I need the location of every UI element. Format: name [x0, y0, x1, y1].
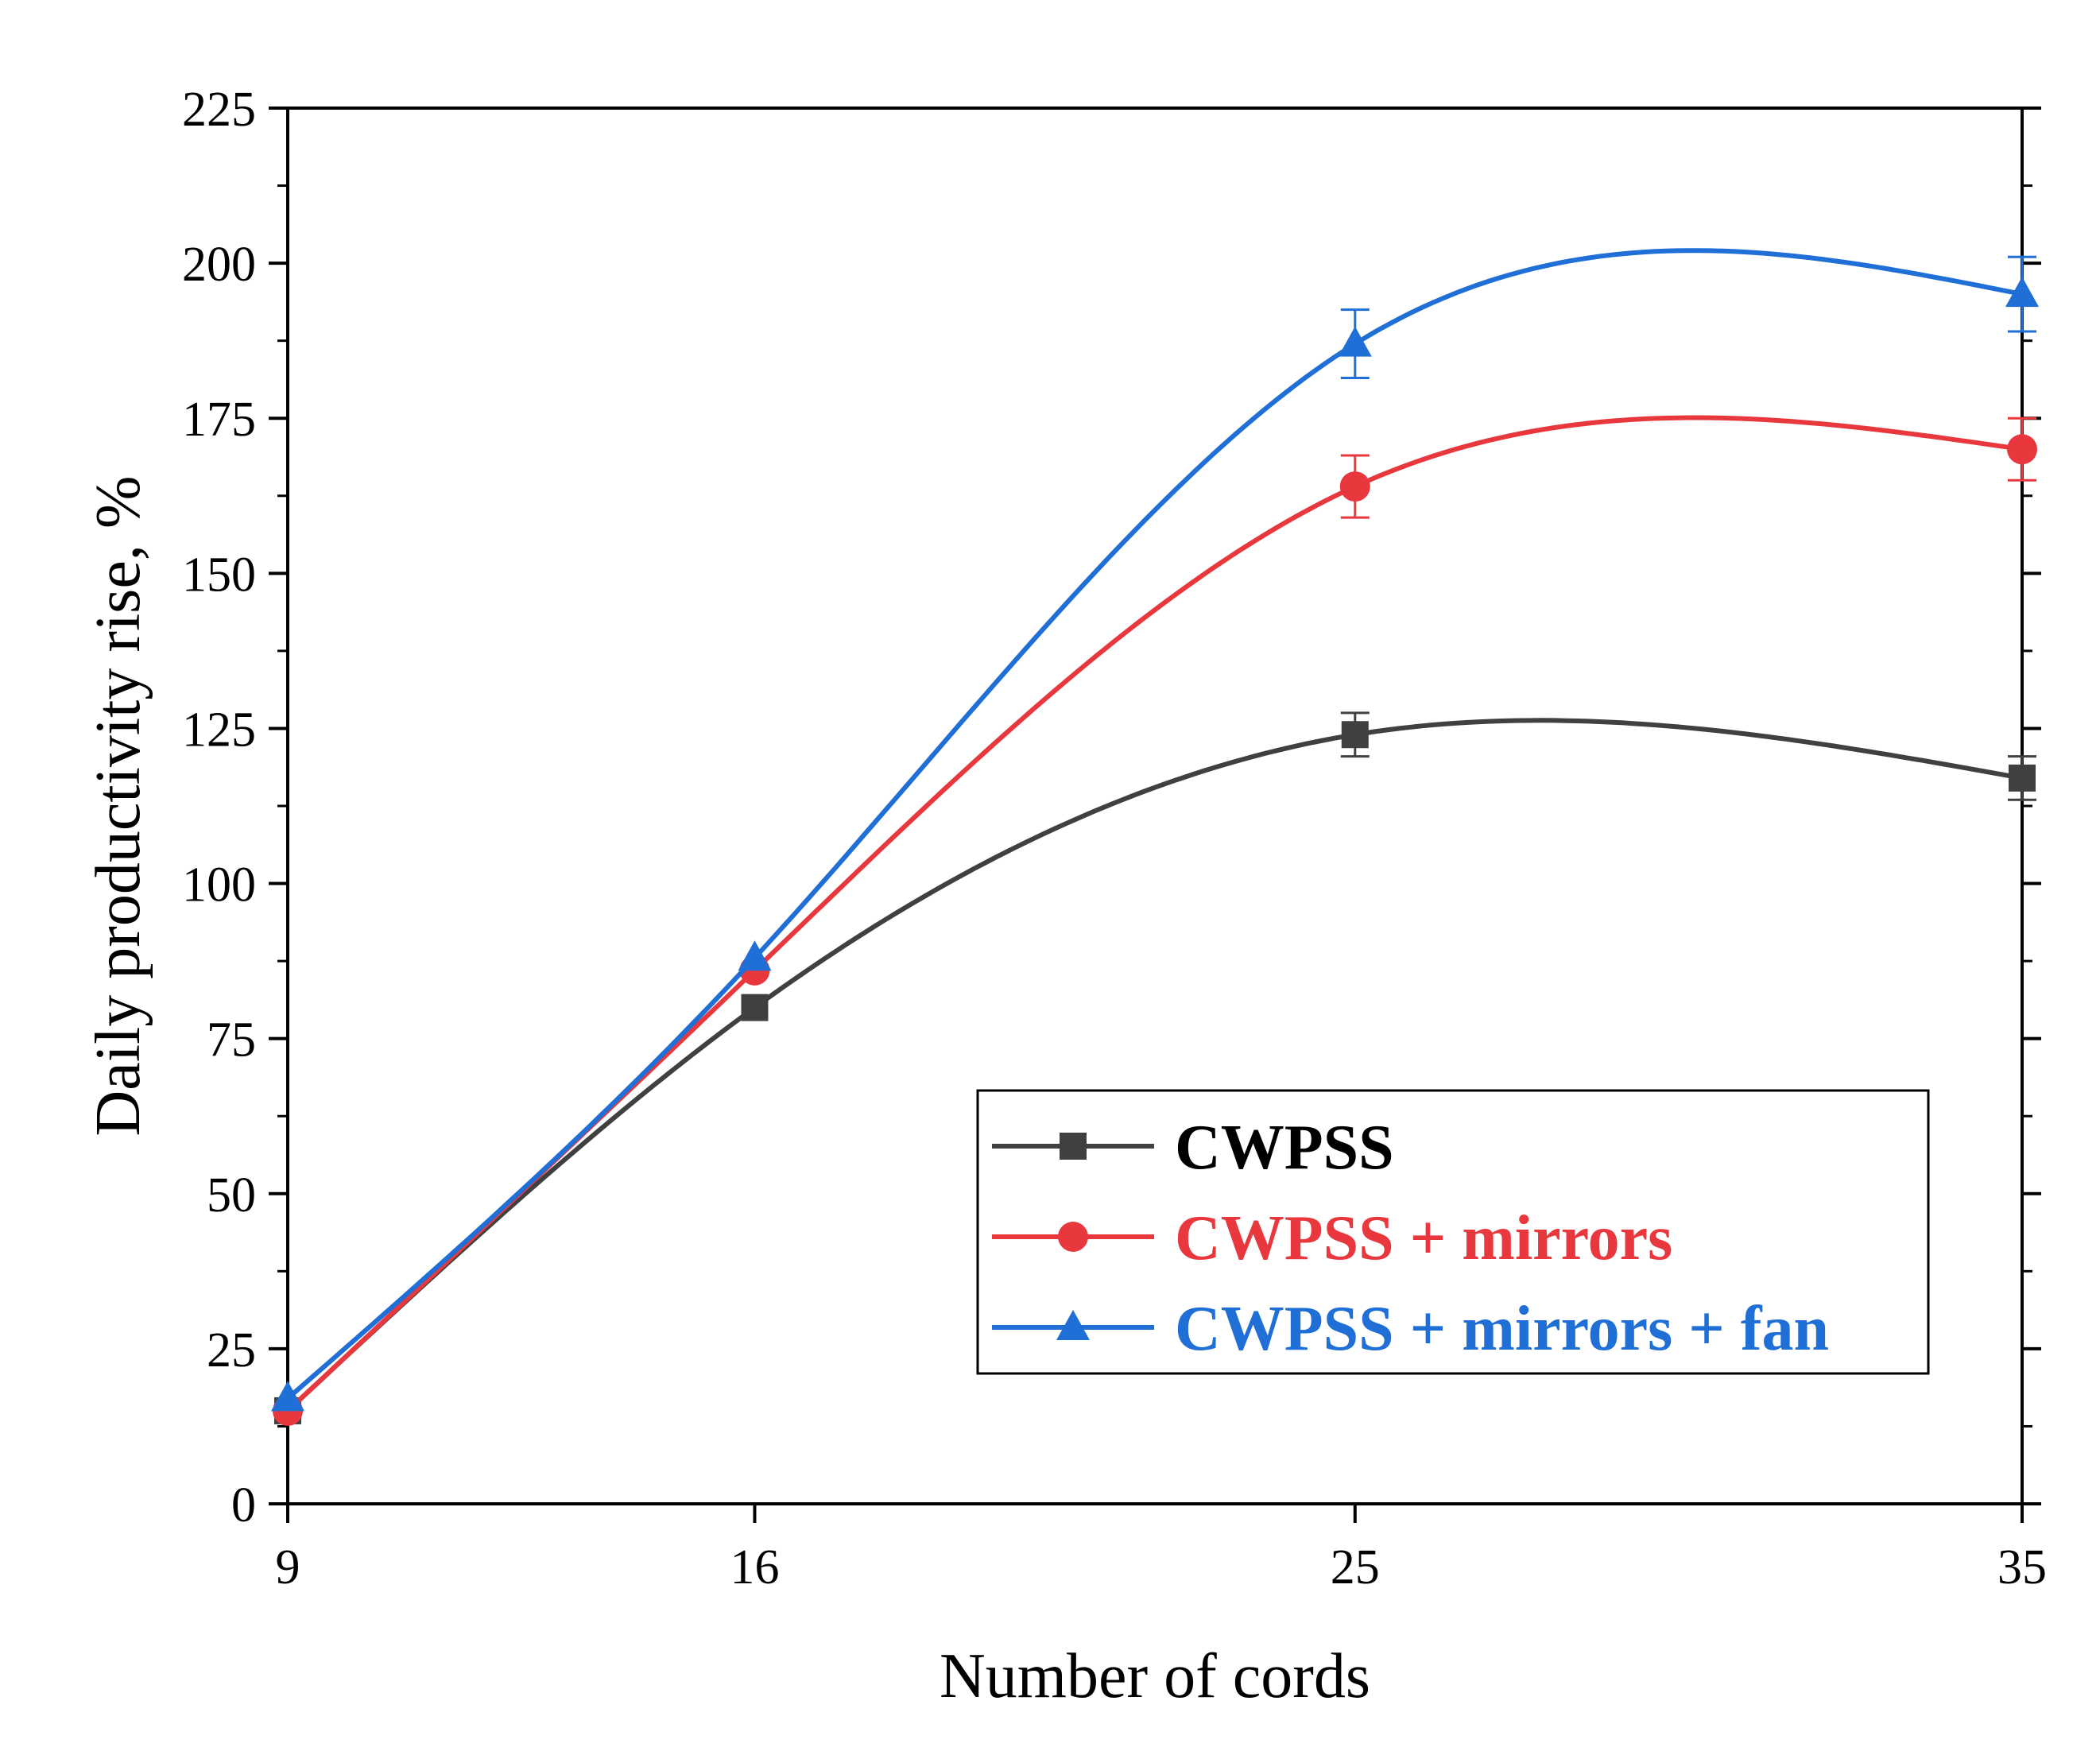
series-line — [285, 718, 2023, 1413]
x-axis-title: Number of cords — [940, 1641, 1370, 1711]
data-point — [2007, 434, 2037, 465]
data-point — [2009, 764, 2036, 792]
legend-label: CWPSS + mirrors — [1175, 1203, 1672, 1273]
legend-marker — [1060, 1133, 1087, 1160]
legend-label: CWPSS — [1175, 1113, 1394, 1183]
legend-item-2: CWPSS + mirrors + fan — [992, 1294, 1829, 1364]
y-tick-label: 125 — [182, 703, 256, 757]
y-tick-label: 75 — [207, 1013, 256, 1067]
x-tick-label: 35 — [1997, 1540, 2047, 1594]
legend: CWPSS CWPSS + mirrors CWPSS + mirrors + fa… — [976, 1089, 1930, 1375]
y-tick-label: 50 — [207, 1168, 256, 1222]
y-axis-title: Daily productivity rise, % — [83, 476, 153, 1137]
x-tick-label: 9 — [276, 1540, 300, 1594]
y-tick-label: 225 — [182, 83, 256, 137]
y-tick-label: 100 — [182, 858, 256, 912]
data-point — [738, 940, 772, 971]
data-point — [1339, 471, 1370, 502]
data-point — [2005, 277, 2039, 308]
y-tick-label: 25 — [207, 1323, 256, 1377]
series-layer — [271, 248, 2039, 1426]
x-tick-label: 16 — [730, 1540, 779, 1594]
y-tick-label: 175 — [182, 393, 256, 447]
x-tick-label: 25 — [1331, 1540, 1380, 1594]
legend-item-1: CWPSS + mirrors — [992, 1203, 1672, 1273]
data-point — [1338, 326, 1372, 357]
legend-marker — [1058, 1222, 1088, 1252]
y-tick-label: 150 — [182, 548, 256, 602]
axes: 0 25 50 75 100 125 150 175 200 225 9 16 25 35 — [182, 83, 2047, 1594]
series-2 — [271, 248, 2039, 1412]
data-point — [271, 1381, 304, 1412]
y-tick-label: 0 — [231, 1478, 256, 1532]
data-point — [741, 994, 769, 1021]
legend-item-0: CWPSS — [992, 1113, 1394, 1183]
data-point — [1341, 721, 1369, 749]
legend-label: CWPSS + mirrors + fan — [1175, 1294, 1829, 1364]
y-tick-label: 200 — [182, 238, 256, 292]
series-line — [286, 248, 2023, 1401]
legend-marker — [1056, 1310, 1090, 1340]
